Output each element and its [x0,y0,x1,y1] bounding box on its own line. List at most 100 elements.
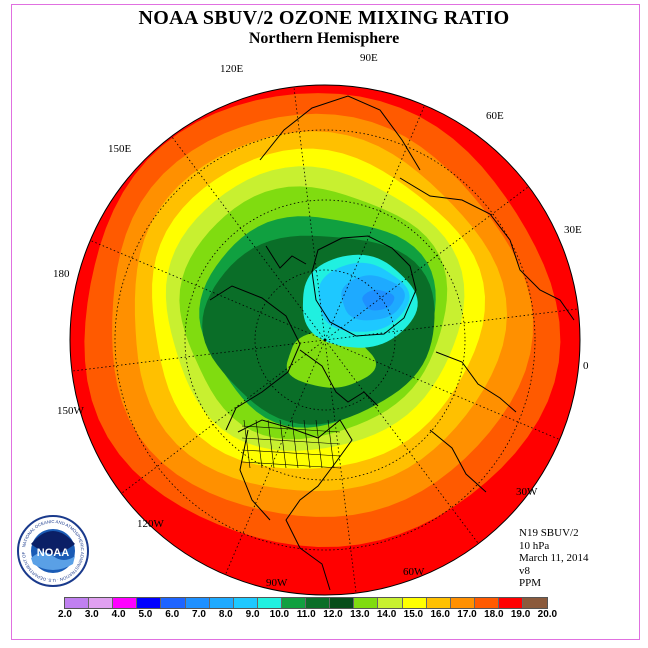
colorbar-tick-label: 7.0 [192,609,206,620]
colorbar [64,597,549,609]
colorbar-tick-label: 2.0 [58,609,72,620]
state-line-v-8 [327,419,335,469]
noaa-logo-text: NOAA [37,547,69,559]
info-block: N19 SBUV/2 10 hPa March 11, 2014 v8 PPM [519,527,589,590]
colorbar-swatch [137,598,162,608]
colorbar-tick-label: 10.0 [269,609,290,620]
meridian-2 [324,339,565,442]
meridian-1 [324,307,580,341]
longitude-label-90e: 90E [360,52,378,64]
colorbar-swatch [450,598,475,608]
colorbar-tick-label: 15.0 [403,609,424,620]
colorbar-swatch [113,598,138,608]
longitude-label-60w: 60W [403,566,425,578]
state-line-v-7 [315,419,323,469]
colorbar-swatch [354,598,379,608]
meridian-6 [117,339,326,497]
colorbar-tick-label: 12.0 [323,609,343,620]
colorbar-swatch [89,598,114,608]
longitude-label-180: 180 [53,268,70,280]
meridian-4 [324,339,358,595]
state-line-v-6 [303,419,311,469]
state-line-h-1 [241,425,341,433]
colorbar-labels: 2.0 3.0 4.0 5.0 6.0 7.0 8.0 9.0 10.0 11.0 12.0 13.0… [0,609,648,623]
latitude-circle-2 [184,199,466,481]
colorbar-tick-label: 19.0 [510,609,531,620]
colorbar-swatch [378,598,403,608]
colorbar-swatch [306,598,331,608]
longitude-label-150e: 150E [108,143,132,155]
state-line-v-1 [243,419,251,469]
coastline-3 [209,285,301,431]
colorbar-swatch [474,598,499,608]
meridian-3 [324,339,482,548]
colorbar-swatch [426,598,451,608]
coastline-7 [435,351,517,413]
meridian-7 [70,339,326,373]
contour-7ppm [362,289,395,311]
colorbar-tick-label: 9.0 [245,609,260,620]
colorbar-swatch [209,598,234,608]
colorbar-tick-label: 11.0 [296,609,316,620]
longitude-label-0: 0 [583,360,589,372]
coastline-10 [429,429,487,493]
meridian-8 [85,238,326,341]
colorbar-swatch [161,598,186,608]
colorbar-tick-label: 5.0 [138,609,153,620]
longitude-label-30e: 30E [564,224,582,236]
map-boundary [69,84,581,596]
colorbar-swatch [65,598,90,608]
coastline-6 [259,95,421,171]
meridian-9 [168,132,326,341]
colorbar-swatch [233,598,258,608]
latitude-circle-1 [254,269,396,411]
longitude-label-120w: 120W [137,518,164,530]
state-line-v-4 [279,419,287,469]
meridian-12 [324,183,533,341]
colorbar-tick-label: 17.0 [457,609,477,620]
figure-subtitle: Northern Hemisphere [248,30,400,47]
coastline-9 [265,245,307,269]
colorbar-tick-label: 8.0 [218,609,233,620]
units-label: PPM [519,577,542,589]
state-line-v-2 [255,419,263,469]
figure-title: NOAA SBUV/2 OZONE MIXING RATIO [138,7,510,29]
coastline-8 [311,235,417,337]
colorbar-tick-label: 6.0 [165,609,180,620]
coastline-1 [237,419,353,591]
meridian-10 [292,85,326,341]
pressure-label: 10 hPa [519,539,550,552]
state-line-h-4 [241,461,341,469]
figure-frame [11,4,640,640]
date-label: March 11, 2014 [519,552,589,564]
colorbar-tick-label: 4.0 [111,609,126,620]
colorbar-tick-label: 14.0 [376,609,397,620]
colorbar-swatch [257,598,282,608]
state-line-h-2 [241,437,341,445]
noaa-logo: NOAA NATIONAL OCEANIC AND ATMOSPHERIC AD… [16,514,89,587]
meridian-5 [223,339,326,580]
state-line-h-3 [241,449,341,457]
state-line-v-5 [291,419,299,469]
longitude-label-150w: 150W [57,405,84,417]
longitude-label-60e: 60E [486,110,504,122]
colorbar-swatch [498,598,524,608]
colorbar-tick-label: 18.0 [484,609,504,620]
version-label: v8 [519,564,530,577]
satellite-label: N19 SBUV/2 [519,527,579,539]
longitude-label-120e: 120E [220,63,244,75]
colorbar-tick-label: 3.0 [84,609,99,620]
colorbar-swatch [281,598,307,608]
colorbar-swatch [402,598,427,608]
coastline-5 [399,177,575,321]
state-line-v-3 [267,419,275,469]
colorbar-swatch [185,598,210,608]
colorbar-tick-label: 13.0 [350,609,370,620]
colorbar-swatch [330,598,355,608]
colorbar-tick-label: 20.0 [537,609,558,620]
longitude-label-90w: 90W [266,577,288,589]
meridian-11 [324,100,427,341]
latitude-circle-3 [114,129,536,551]
colorbar-tick-label: 16.0 [430,609,450,620]
